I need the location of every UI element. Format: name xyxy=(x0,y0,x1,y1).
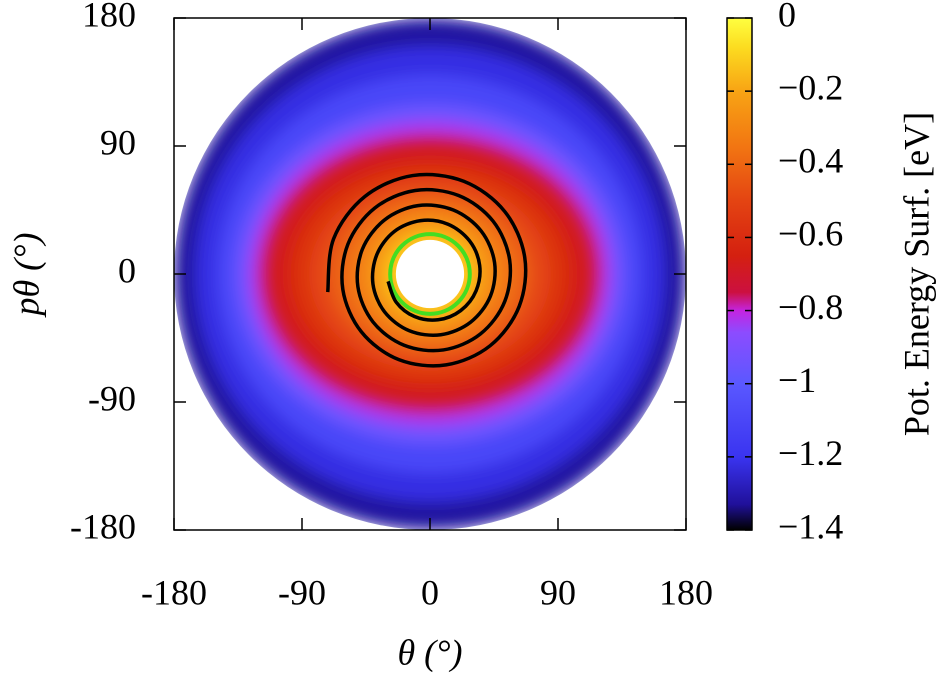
colorbar-tick-label: −0.4 xyxy=(778,141,843,181)
trajectory xyxy=(325,172,528,368)
y-axis-label: pθ (°) xyxy=(6,232,46,318)
y-tick-label: 180 xyxy=(82,0,136,34)
x-axis-label: θ (°) xyxy=(397,632,462,672)
colorbar-tick-label: −0.2 xyxy=(778,67,843,107)
colorbar-tick-label: −1 xyxy=(778,360,816,400)
colorbar xyxy=(726,17,753,531)
overlay xyxy=(173,17,687,531)
x-tick-label: 0 xyxy=(421,572,439,612)
orbit xyxy=(388,232,472,316)
x-tick-label: 180 xyxy=(659,572,713,612)
x-tick-label: -90 xyxy=(278,572,326,612)
y-tick-label: 90 xyxy=(100,122,136,162)
colorbar-tick-label: −0.6 xyxy=(778,214,843,254)
y-tick-label: 0 xyxy=(118,250,136,290)
colorbar-label: Pot. Energy Surf. [eV] xyxy=(896,112,936,436)
colorbar-tick-label: −1.4 xyxy=(778,506,843,546)
colorbar-tick-label: −0.8 xyxy=(778,287,843,327)
colorbar-tick-label: 0 xyxy=(778,0,796,34)
colorbar-tick-label: −1.2 xyxy=(778,433,843,473)
y-tick-label: -90 xyxy=(88,378,136,418)
hole xyxy=(395,239,465,309)
x-tick-label: -180 xyxy=(141,572,207,612)
x-tick-label: 90 xyxy=(540,572,576,612)
y-tick-label: -180 xyxy=(70,506,136,546)
